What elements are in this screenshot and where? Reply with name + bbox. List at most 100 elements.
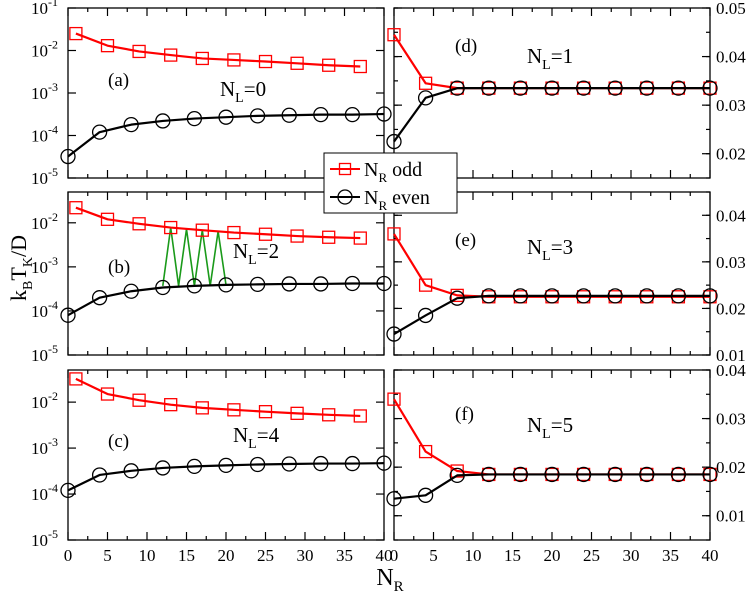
even-point xyxy=(155,279,171,296)
even-point xyxy=(91,124,108,140)
y-tick-exp: -3 xyxy=(48,254,58,268)
y-tick-exp: -4 xyxy=(48,481,58,495)
nl-main: N xyxy=(233,423,248,447)
y-axis-title: kBTK/D xyxy=(6,235,36,301)
even-point xyxy=(417,90,434,106)
y-tick-label: 0.05 xyxy=(716,0,746,18)
y-tick-label: 10-3 xyxy=(31,80,58,103)
y-tick-label: 10-4 xyxy=(31,298,58,321)
even-line xyxy=(67,282,384,317)
x-tick-label: 40 xyxy=(702,546,719,565)
even-point xyxy=(449,80,465,96)
even-line xyxy=(393,473,710,500)
panel-e-nl-label: NL=3 xyxy=(527,235,573,264)
even-point xyxy=(575,80,592,96)
even-point xyxy=(512,466,529,483)
even-point xyxy=(60,148,76,165)
odd-point xyxy=(164,398,178,412)
panel-d: 0.02 0.03 0.04 0.05 (d) NL=1 xyxy=(386,0,746,179)
y-tick-exp: -2 xyxy=(48,38,58,52)
x-tick-label: 40 xyxy=(376,546,393,565)
panel-f-nl-label: NL=5 xyxy=(527,413,573,442)
y-tick-label: 0.04 xyxy=(716,48,746,67)
even-point xyxy=(91,290,108,306)
y-tick-label: 0.02 xyxy=(716,145,746,164)
even-point xyxy=(575,288,592,304)
odd-point xyxy=(322,230,336,244)
odd-point xyxy=(353,409,367,423)
odd-point xyxy=(322,408,336,422)
odd-point xyxy=(418,76,433,90)
y-tick-base: 10 xyxy=(31,214,48,233)
odd-point xyxy=(353,59,367,74)
even-point xyxy=(639,80,655,96)
x-tick-label: 5 xyxy=(429,546,438,565)
zigzag-line xyxy=(162,227,227,287)
y-tick-base: 10 xyxy=(31,393,48,412)
even-point xyxy=(607,80,623,96)
nl-tail: =1 xyxy=(551,44,573,68)
even-point xyxy=(60,482,76,499)
odd-point xyxy=(164,220,178,235)
y-tick-label: 10-3 xyxy=(31,254,58,277)
even-point xyxy=(249,276,266,293)
y-tick-label: 0.03 xyxy=(716,410,746,429)
even-line xyxy=(67,462,385,492)
nl-sub: L xyxy=(542,58,551,73)
odd-point xyxy=(164,48,178,62)
odd-point xyxy=(195,401,209,415)
even-point xyxy=(670,288,687,304)
legend-even-label: NR even xyxy=(364,187,430,213)
panel-a-nl-label: NL=0 xyxy=(220,77,266,106)
even-point xyxy=(376,106,392,122)
y-tick-base: 10 xyxy=(31,346,48,365)
y-tick-exp: -5 xyxy=(48,527,58,541)
odd-point xyxy=(100,212,115,226)
x-axis-title: NR xyxy=(376,565,403,595)
panel-b-tag: (b) xyxy=(108,257,130,278)
y-tick-label: 10-2 xyxy=(31,38,58,61)
even-point xyxy=(91,467,108,483)
panel-c-nl-label: NL=4 xyxy=(233,423,280,452)
x-tick-label: 10 xyxy=(465,546,482,565)
even-point xyxy=(186,458,203,475)
even-point xyxy=(281,456,297,472)
x-tick-label: 15 xyxy=(178,546,195,565)
y-tick-base: 10 xyxy=(31,169,48,188)
odd-point xyxy=(100,39,115,53)
y-tick-label: 10-5 xyxy=(31,527,58,550)
legend-entry-odd: NR odd xyxy=(330,159,422,185)
even-point xyxy=(417,487,434,503)
even-point xyxy=(481,466,497,483)
x-tick-label: 10 xyxy=(139,546,156,565)
odd-point xyxy=(258,405,273,419)
x-tick-label: 20 xyxy=(218,546,235,565)
even-point xyxy=(575,466,592,483)
x-tick-label: 35 xyxy=(662,546,679,565)
y-tick-label: 0.02 xyxy=(716,299,746,318)
y-tick-exp: -1 xyxy=(48,0,58,9)
nl-sub: L xyxy=(248,253,257,268)
panel-d-nl-label: NL=1 xyxy=(527,44,573,73)
odd-point xyxy=(227,225,241,240)
odd-point xyxy=(132,44,146,59)
even-point xyxy=(218,109,234,125)
y-tick-label: 10-5 xyxy=(31,342,58,365)
even-point xyxy=(249,108,266,124)
y-tick-exp: -3 xyxy=(48,80,58,94)
nl-tail: =5 xyxy=(551,413,573,437)
panel-e: 0.01 0.02 0.03 0.04 (e) NL=3 xyxy=(386,191,746,365)
even-point xyxy=(544,466,560,483)
y-tick-base: 10 xyxy=(31,531,48,550)
nl-main: N xyxy=(527,44,542,68)
even-point xyxy=(218,457,234,474)
nl-sub: L xyxy=(235,91,244,106)
odd-line xyxy=(75,206,361,240)
even-point xyxy=(386,326,402,342)
y-tick-label: 10-5 xyxy=(31,165,58,188)
even-point xyxy=(281,107,297,123)
nl-tail: =4 xyxy=(257,423,280,447)
even-point xyxy=(155,460,171,476)
x-tick-label: 30 xyxy=(623,546,640,565)
